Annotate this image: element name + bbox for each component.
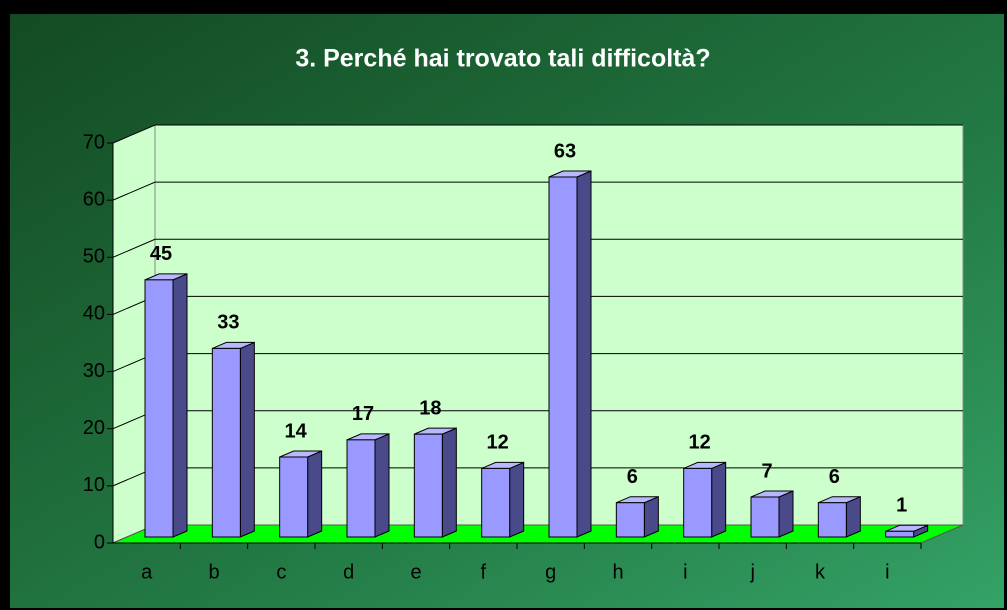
- bar-side: [643, 495, 659, 538]
- bar-side: [711, 461, 727, 538]
- bar-side: [509, 461, 525, 538]
- bar-side: [441, 427, 457, 538]
- y-tick-label: 50: [83, 246, 105, 268]
- x-tick-label: j: [749, 561, 754, 583]
- x-tick-label: b: [208, 561, 219, 583]
- bar-front: [615, 502, 645, 538]
- bar-front: [279, 456, 309, 538]
- bar-front: [683, 467, 713, 538]
- value-label: 7: [761, 460, 772, 482]
- bar: [279, 450, 323, 538]
- bar: [481, 461, 525, 538]
- bar-side: [576, 170, 592, 538]
- bar: [683, 461, 727, 538]
- value-label: 63: [554, 140, 576, 162]
- x-tick-label: d: [343, 561, 354, 583]
- value-label: 12: [689, 432, 711, 454]
- y-tick-label: 70: [83, 131, 105, 153]
- bar-front: [548, 176, 578, 538]
- y-tick-label: 0: [94, 531, 105, 553]
- bar-side: [374, 433, 390, 538]
- bar-front: [346, 439, 376, 538]
- x-tick-label: k: [815, 561, 826, 583]
- y-tick-label: 10: [83, 474, 105, 496]
- bar-front: [413, 433, 443, 538]
- y-tick-label: 20: [83, 417, 105, 439]
- bar-front: [211, 347, 241, 538]
- value-label: 33: [217, 312, 239, 334]
- x-tick-label: e: [410, 561, 421, 583]
- bar: [817, 495, 861, 538]
- bar: [615, 495, 659, 538]
- bar-front: [885, 530, 915, 538]
- bar-side: [845, 495, 861, 538]
- bar: [346, 433, 390, 538]
- bar: [548, 170, 592, 538]
- x-tick-label: h: [612, 561, 623, 583]
- bar: [211, 341, 255, 538]
- value-label: 6: [829, 466, 840, 488]
- x-tick-label: c: [276, 561, 286, 583]
- bar: [413, 427, 457, 538]
- chart-title: 3. Perché hai trovato tali difficoltà?: [295, 45, 710, 73]
- x-tick-label: i: [683, 561, 687, 583]
- bar: [885, 524, 929, 538]
- bar-side: [172, 273, 188, 538]
- bar-front: [481, 467, 511, 538]
- y-tick-label: 40: [83, 303, 105, 325]
- value-label: 1: [896, 495, 907, 517]
- value-label: 12: [487, 432, 509, 454]
- grid-line: [112, 238, 963, 258]
- x-tick-label: g: [545, 561, 556, 583]
- bar-side: [307, 450, 323, 538]
- grid-line: [112, 124, 963, 144]
- x-tick-label: a: [141, 561, 153, 583]
- bar-side: [239, 341, 255, 538]
- value-label: 45: [150, 243, 172, 265]
- bar-side: [778, 490, 794, 538]
- grid-line: [112, 181, 963, 201]
- bar-front: [144, 279, 174, 538]
- bar-front: [817, 502, 847, 538]
- bar-front: [750, 496, 780, 538]
- bar: [750, 490, 794, 538]
- x-tick-label: f: [481, 561, 487, 583]
- value-label: 14: [285, 420, 308, 442]
- x-tick-label: i: [885, 561, 889, 583]
- value-label: 17: [352, 403, 374, 425]
- value-label: 18: [419, 397, 441, 419]
- bar: [144, 273, 188, 538]
- y-tick-label: 30: [83, 360, 105, 382]
- value-label: 6: [627, 466, 638, 488]
- y-tick-label: 60: [83, 188, 105, 210]
